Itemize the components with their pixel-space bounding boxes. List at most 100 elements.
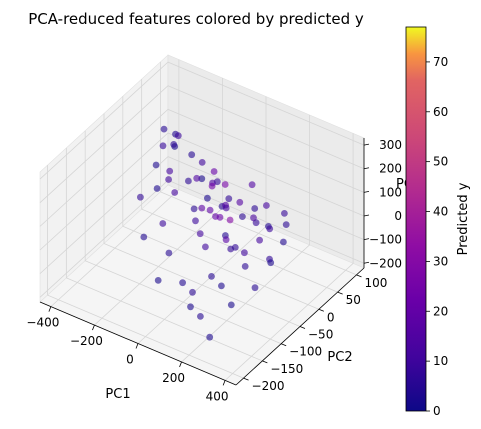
scatter-point [248,181,256,189]
colorbar-tick-label: 20 [433,304,448,318]
scatter-point [202,243,209,251]
scatter-point [179,279,187,287]
scatter-point [153,185,161,192]
y-tick-mark [299,326,306,329]
scatter-point [152,161,160,169]
y-tick-mark [281,343,287,347]
y-gridline [160,61,357,276]
scatter-point [208,182,216,190]
scatter-point [159,142,167,150]
scatter-point [193,174,201,182]
colorbar-tick-label: 70 [433,55,448,69]
colorbar-tick-label: 30 [433,254,448,268]
scatter-point [218,282,225,290]
x-axis-label: PC1 [105,387,130,402]
z-tick-label: 300 [379,138,402,152]
scatter-point [221,181,229,188]
scatter-point [267,259,275,267]
y-tick-label: −100 [289,345,322,359]
colorbar-tick-label: 60 [433,105,448,119]
scatter-point [137,193,144,201]
scatter-point [189,288,196,296]
z-gridline [39,61,365,180]
x-tick-label: 0 [126,353,134,367]
scatter-point [204,194,211,202]
scatter-point [192,217,199,225]
x-tick-label: −400 [26,316,59,330]
scatter-point [140,233,148,241]
y-tick-label: 100 [364,276,387,290]
y-gridline [122,96,319,310]
scatter-point [198,204,206,212]
z-tick-label: 100 [379,185,402,199]
scatter-point [251,284,259,292]
colorbar-tick-label: 40 [433,205,448,219]
scatter-point [225,195,233,203]
colorbar-tick-label: 0 [433,404,441,418]
scatter-point [165,249,173,257]
x-gridline [50,59,180,307]
y-axis-label: PC2 [327,350,352,365]
y-gridline [84,130,282,345]
y-tick-label: −150 [270,362,303,376]
scatter-point [282,221,290,229]
scatter-point [222,204,230,212]
scatter-point [236,198,244,206]
scatter-point [251,205,259,212]
z-tick-label: 0 [394,209,402,223]
x-tick-mark [135,343,139,349]
scatter-point [165,176,173,183]
scatter-point [154,277,162,284]
scatter-point [190,205,198,213]
scatter-point [263,202,270,209]
scatter-point [250,214,257,222]
scatter-point [160,125,168,133]
x-tick-mark [48,306,52,312]
z-tick-mark [363,143,370,146]
z-gridline [39,108,365,227]
z-tick-mark [363,261,370,264]
scatter-point [159,220,167,227]
z-tick-mark [363,214,370,217]
x-gridline [224,133,354,381]
y-tick-label: 0 [327,310,335,324]
z-gridline [39,85,365,204]
y-tick-mark [243,377,249,381]
z-tick-label: −200 [369,256,402,270]
x-gridline [181,114,310,363]
y-tick-label: 50 [346,293,361,307]
colorbar-ticks: 0 10 20 30 40 50 60 70 [426,55,448,418]
scatter-point [198,175,206,183]
axis-ticks: −400−2000200400−200−150−100−50050100−200… [26,138,402,403]
scatter-point [185,177,192,185]
y-tick-mark [356,274,362,278]
z-tick-mark [363,167,370,170]
colorbar-label: Predicted y [456,182,471,255]
scatter-points [137,125,290,341]
scatter-point [196,230,204,238]
z-tick-label: 200 [379,162,402,176]
scatter-point [216,213,224,221]
y-gridline [47,165,244,379]
scatter-point [198,159,206,166]
scatter-point [210,168,218,175]
y-tick-label: −200 [252,379,285,393]
colorbar [405,26,427,412]
scatter-point [197,313,204,320]
scatter-point [280,238,287,246]
x-tick-mark [222,380,226,386]
scatter-point [241,263,249,270]
axes-grid [39,59,365,381]
x-tick-mark [92,324,95,331]
y-tick-label: −50 [308,328,333,342]
scatter-point [206,333,214,341]
colorbar-tick-label: 10 [433,354,448,368]
x-tick-label: 400 [206,389,229,403]
x-tick-label: −200 [70,334,103,348]
y-gridline [65,147,263,362]
scatter-point [222,236,230,244]
scatter-point [241,249,248,257]
z-gridline [39,156,365,274]
scatter-point [206,206,214,214]
